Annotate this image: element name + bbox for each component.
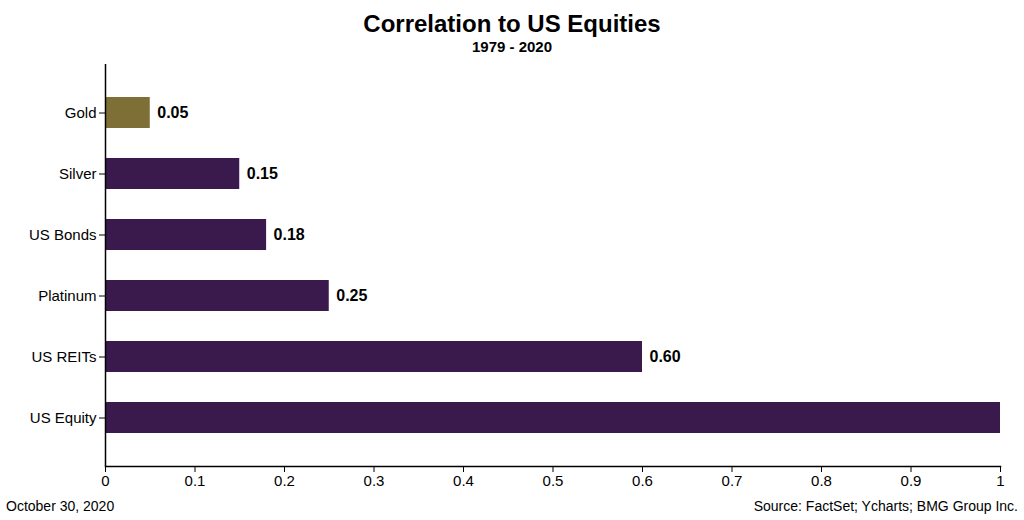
html-text:October 30, 2020: October 30, 2020 — [6, 498, 115, 514]
svg-text:0.25: 0.25 — [336, 287, 367, 304]
svg-text:0.2: 0.2 — [274, 472, 295, 489]
svg-text:1: 1 — [996, 472, 1004, 489]
html-text:1979 - 2020: 1979 - 2020 — [472, 38, 552, 55]
svg-text:0.4: 0.4 — [453, 472, 474, 489]
svg-text:Silver: Silver — [59, 165, 97, 182]
svg-text:0.9: 0.9 — [901, 472, 922, 489]
svg-text:Platinum: Platinum — [38, 287, 96, 304]
svg-text:0.18: 0.18 — [274, 226, 305, 243]
svg-text:0.8: 0.8 — [811, 472, 832, 489]
html-text:Correlation to US Equities: Correlation to US Equities — [363, 10, 661, 37]
svg-text:0: 0 — [101, 472, 109, 489]
svg-text:0.05: 0.05 — [157, 104, 188, 121]
svg-text:0.5: 0.5 — [543, 472, 564, 489]
svg-text:US Equity: US Equity — [30, 409, 97, 426]
svg-text:0.15: 0.15 — [247, 165, 278, 182]
svg-text:0.3: 0.3 — [364, 472, 385, 489]
svg-text:0.6: 0.6 — [632, 472, 653, 489]
svg-text:0.1: 0.1 — [185, 472, 206, 489]
svg-text:0.7: 0.7 — [722, 472, 743, 489]
svg-text:US Bonds: US Bonds — [29, 226, 97, 243]
html-text:Source: FactSet; Ycharts; BMG: Source: FactSet; Ycharts; BMG Group Inc. — [753, 498, 1018, 514]
svg-text:0.60: 0.60 — [650, 348, 681, 365]
svg-text:US REITs: US REITs — [31, 348, 96, 365]
svg-text:Gold: Gold — [65, 104, 97, 121]
